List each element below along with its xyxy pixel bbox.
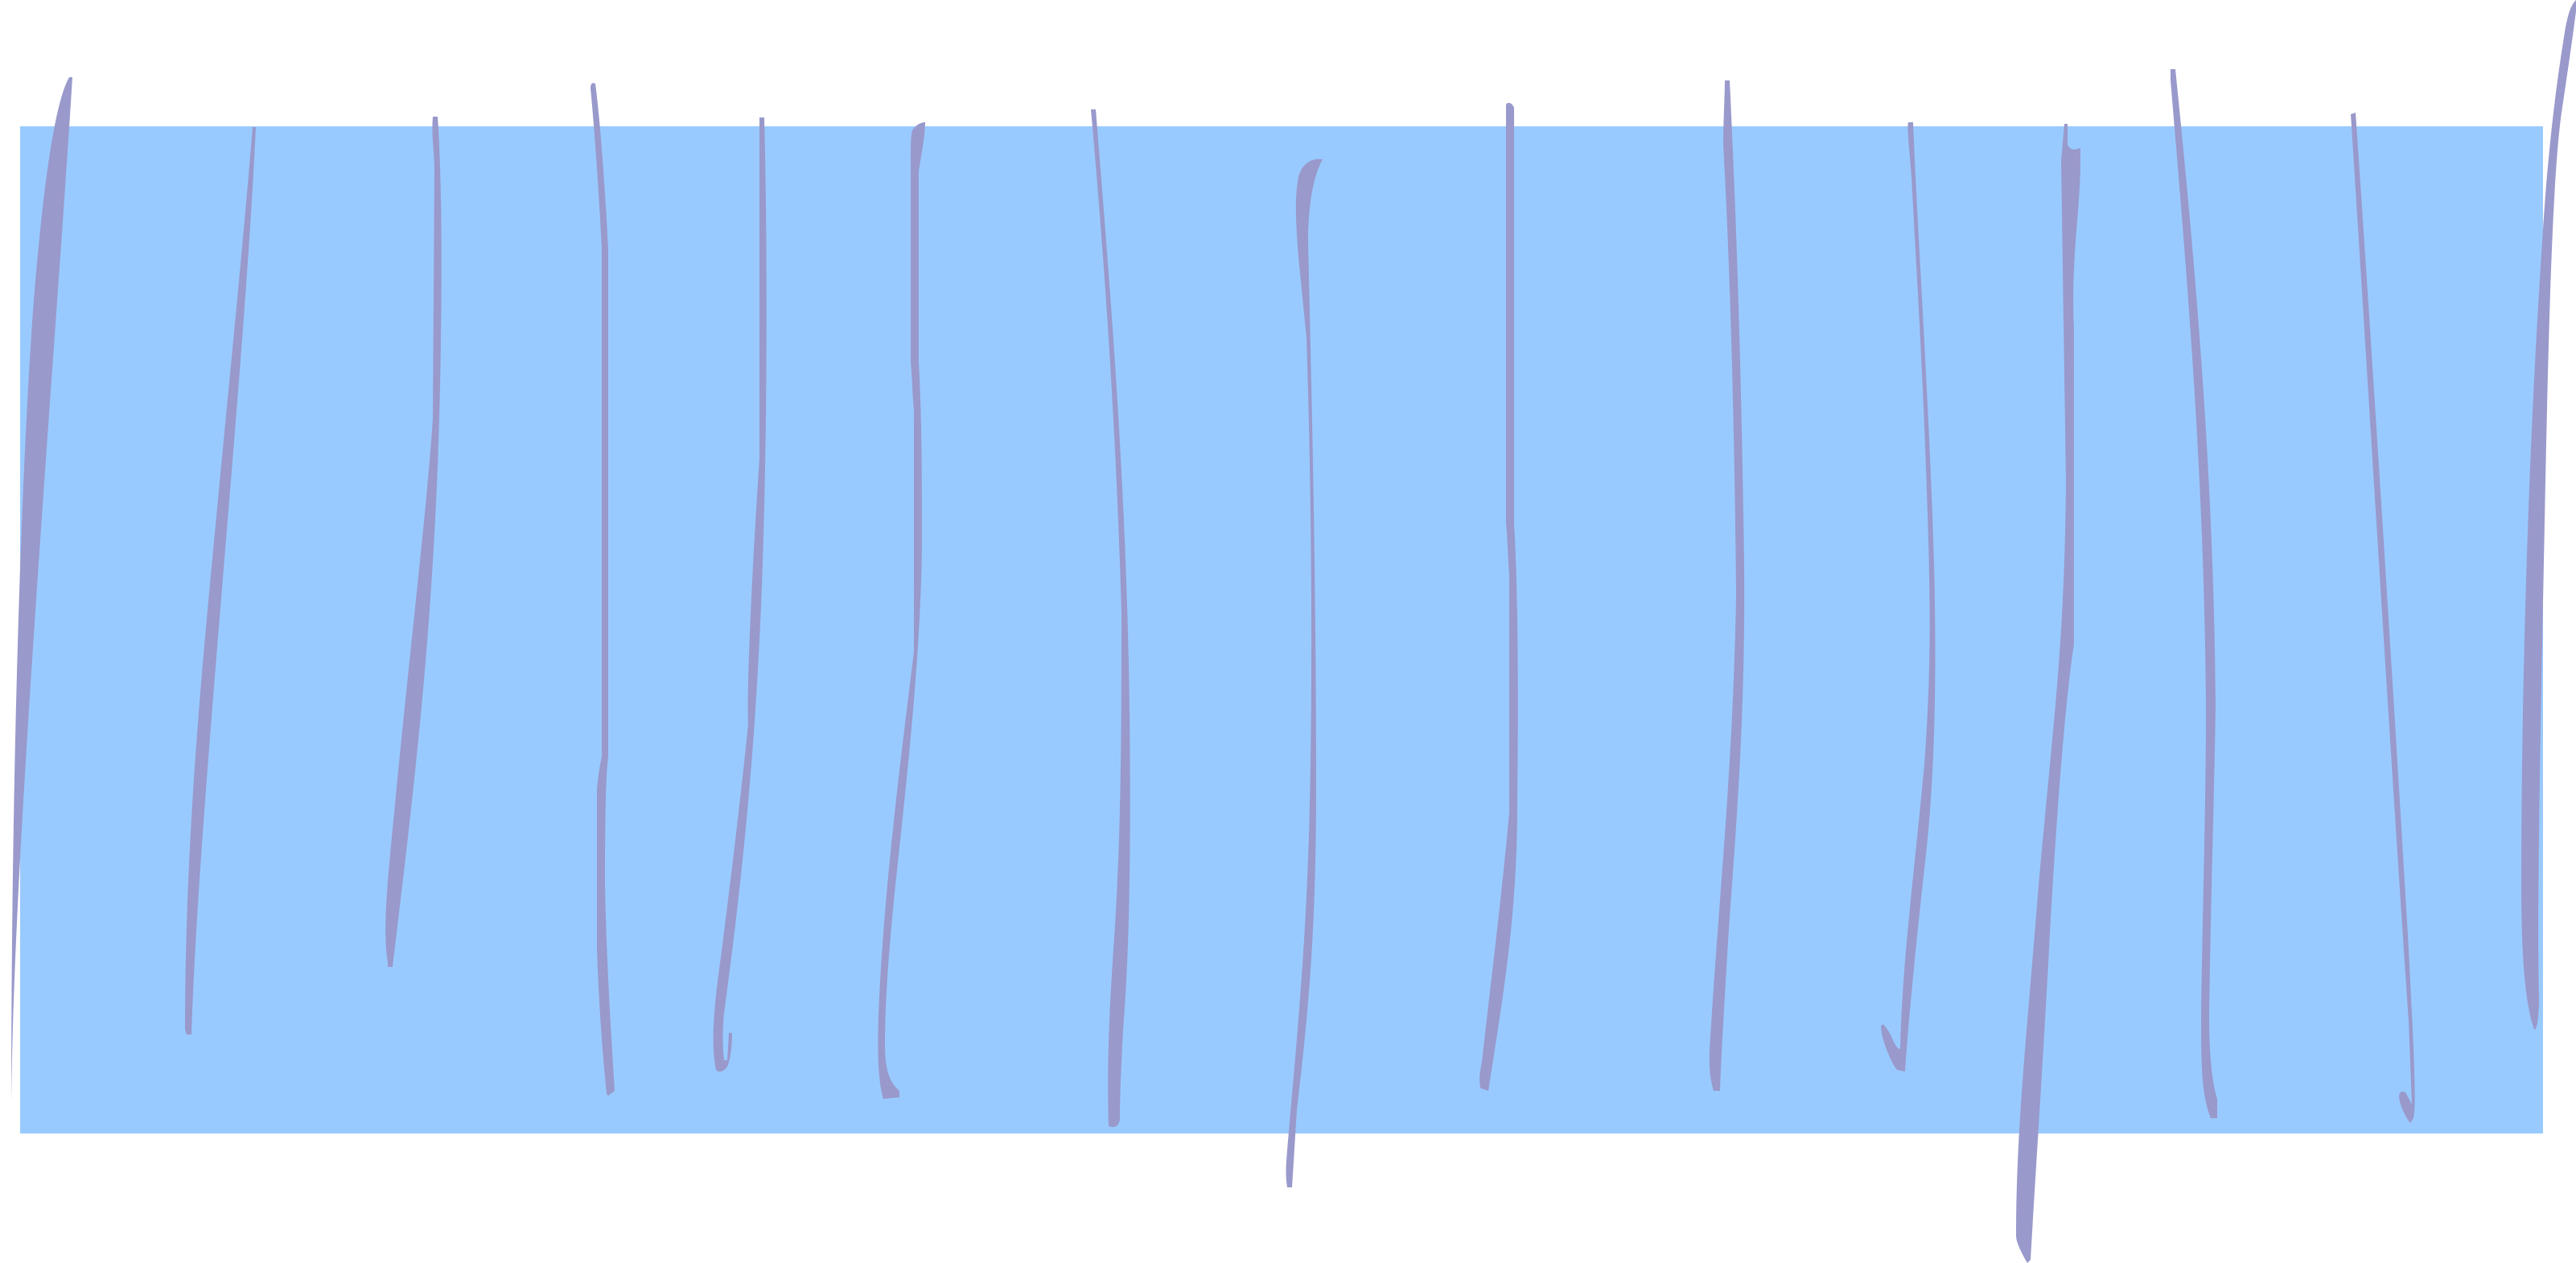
strand xyxy=(1709,80,1745,1091)
strand xyxy=(1479,102,1518,1092)
strand xyxy=(2016,124,2080,1263)
strand xyxy=(1881,122,1936,1072)
strand xyxy=(185,127,256,1035)
strand xyxy=(878,122,925,1099)
strand xyxy=(385,117,442,967)
strand xyxy=(0,77,72,1110)
blue-panel xyxy=(20,126,2543,1133)
strand xyxy=(1286,158,1323,1187)
strand xyxy=(2351,113,2415,1123)
strand xyxy=(2521,0,2576,1030)
strand xyxy=(2171,69,2217,1118)
strand xyxy=(713,117,767,1072)
strand xyxy=(591,83,615,1096)
strand xyxy=(1091,109,1130,1128)
